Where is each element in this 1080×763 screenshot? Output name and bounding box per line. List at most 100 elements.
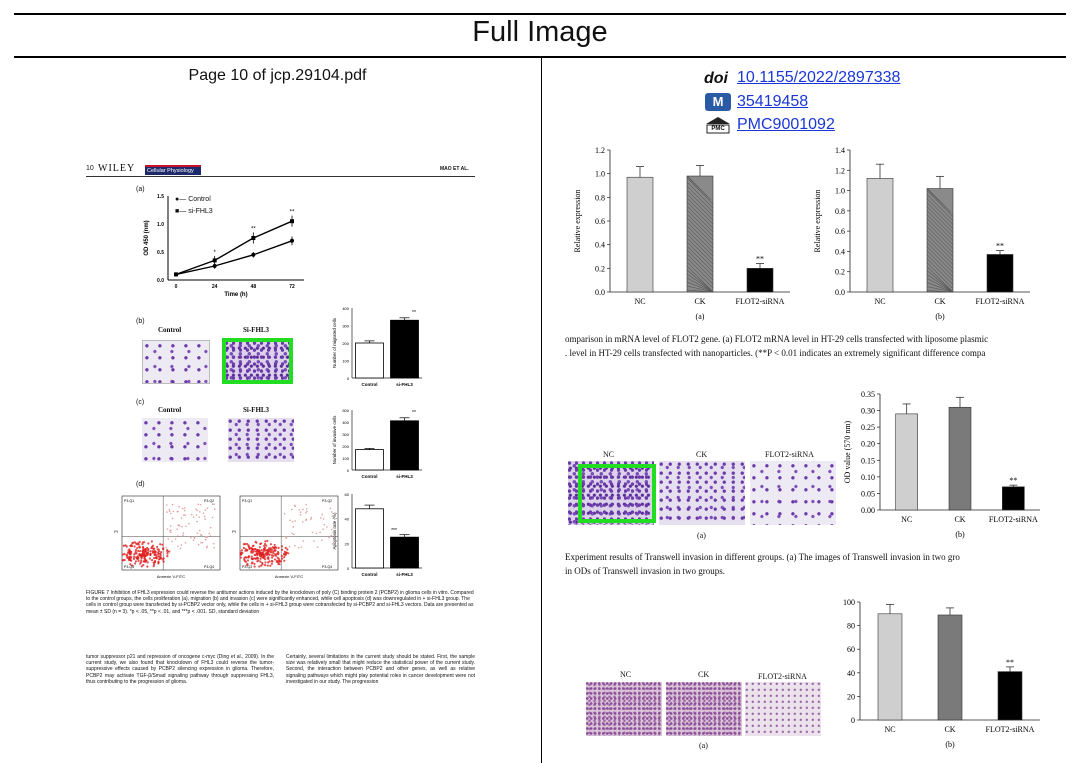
event-dot xyxy=(204,536,207,539)
line-chart-axes: 0.0 0.5 1.0 1.5 0 24 48 72 Time (h) OD 450 (nm) xyxy=(144,194,304,298)
transwell-od-bars-1: 0.00 0.05 0.10 0.15 0.20 0.25 0.30 0.35 OD value… xyxy=(843,390,1040,539)
event-dot xyxy=(330,511,333,513)
pubmed-link[interactable]: 35419458 xyxy=(737,93,809,110)
column-divider xyxy=(541,57,542,763)
quadrant-label: P3-Q4 xyxy=(204,565,214,569)
event-dot xyxy=(142,563,145,567)
event-dot xyxy=(143,552,146,555)
event-dot xyxy=(146,546,149,550)
event-dot xyxy=(213,546,215,549)
event-dot xyxy=(266,550,269,554)
event-dot xyxy=(263,563,267,567)
event-dot xyxy=(291,520,294,523)
y-tick-label: 1.2 xyxy=(835,166,845,175)
event-dot xyxy=(281,557,284,560)
event-dot xyxy=(240,549,243,552)
event-dot xyxy=(152,561,155,564)
fig2-sub-a: (a) xyxy=(697,531,706,540)
bar xyxy=(986,254,1014,293)
event-dot xyxy=(273,543,276,547)
event-dot xyxy=(190,513,193,516)
x-tick-label: FLOT2-siRNA xyxy=(989,515,1038,524)
event-dot xyxy=(146,561,149,564)
legend-sifhl3-marker: ■— xyxy=(175,208,187,215)
data-point xyxy=(212,264,217,268)
bar-hatch xyxy=(926,214,954,241)
event-dot xyxy=(243,558,246,561)
event-dot xyxy=(183,507,186,509)
event-dot xyxy=(139,553,142,556)
event-dot xyxy=(305,503,308,506)
event-dot xyxy=(276,556,279,559)
event-dot xyxy=(270,562,273,565)
x-tick-label: CK xyxy=(944,725,955,734)
event-dot xyxy=(247,555,251,558)
y-tick-label: 0.4 xyxy=(835,247,845,256)
event-dot xyxy=(157,553,160,556)
event-dot xyxy=(174,538,177,540)
event-dot xyxy=(242,546,245,550)
y-axis-title: OD 450 (nm) xyxy=(144,220,150,255)
y-tick-label: 1.0 xyxy=(595,170,605,179)
event-dot xyxy=(255,552,258,555)
selection-highlight-box[interactable] xyxy=(222,338,293,384)
flow-y-title: PI xyxy=(232,529,236,534)
event-dot xyxy=(278,559,281,562)
bar-hatch xyxy=(686,269,714,293)
subfigure-label: (b) xyxy=(955,530,965,539)
event-dot xyxy=(196,532,199,534)
bar-hatch xyxy=(686,273,714,293)
invasion-control-image xyxy=(142,418,208,462)
event-dot xyxy=(331,515,334,518)
quadrant-label: P3-Q2 xyxy=(322,499,332,503)
event-dot xyxy=(150,540,154,543)
event-dot xyxy=(137,557,140,560)
x-tick-label: Control xyxy=(362,572,378,577)
quadrant-label: P3-Q3 xyxy=(242,565,252,569)
y-tick-label: 1.4 xyxy=(835,146,845,155)
event-dot xyxy=(272,550,275,553)
event-dot xyxy=(138,546,141,549)
bar xyxy=(1002,486,1025,511)
bar-hatch xyxy=(686,189,714,217)
bar-hatch xyxy=(686,221,714,249)
event-dot xyxy=(197,544,200,546)
event-dot xyxy=(137,549,140,553)
bar-hatch xyxy=(686,177,714,205)
event-dot xyxy=(137,559,140,563)
event-dot xyxy=(177,524,180,527)
significance-label: ** xyxy=(251,226,256,232)
selection-highlight-box-2[interactable] xyxy=(578,464,656,523)
event-dot xyxy=(269,550,272,554)
y-tick-label: 0.10 xyxy=(861,473,875,482)
event-dot xyxy=(131,564,134,567)
y-tick-label: 500 xyxy=(342,408,349,413)
bar xyxy=(626,176,654,293)
event-dot xyxy=(154,552,157,555)
bar-hatch xyxy=(926,274,954,293)
event-dot xyxy=(139,560,143,564)
pmc-link[interactable]: PMC9001092 xyxy=(737,116,835,133)
event-dot xyxy=(273,546,276,549)
event-dot xyxy=(172,510,175,513)
y-tick-label: 0.0 xyxy=(595,288,605,297)
event-dot xyxy=(284,553,287,557)
bar-hatch xyxy=(926,278,954,293)
y-tick-label: 0.0 xyxy=(157,278,164,284)
y-tick-label: 100 xyxy=(342,359,349,364)
event-dot xyxy=(250,546,253,550)
data-point xyxy=(251,236,256,240)
bar-hatch xyxy=(926,262,954,289)
series-line xyxy=(175,220,293,276)
event-dot xyxy=(171,517,174,520)
doi-link[interactable]: 10.1155/2022/2897338 xyxy=(737,69,901,86)
y-tick-label: 1.0 xyxy=(157,222,164,228)
event-dot xyxy=(330,528,333,531)
event-dot xyxy=(294,544,296,547)
event-dot xyxy=(192,516,195,518)
event-dot xyxy=(291,532,293,535)
event-dot xyxy=(261,555,264,558)
flow-cytometry-plots: P3-Q1 P3-Q2 P3-Q3 P3-Q4 Annexin V-FITC PI P3-Q… xyxy=(114,495,339,579)
y-tick-label: 300 xyxy=(342,324,349,329)
event-dot xyxy=(139,549,142,553)
